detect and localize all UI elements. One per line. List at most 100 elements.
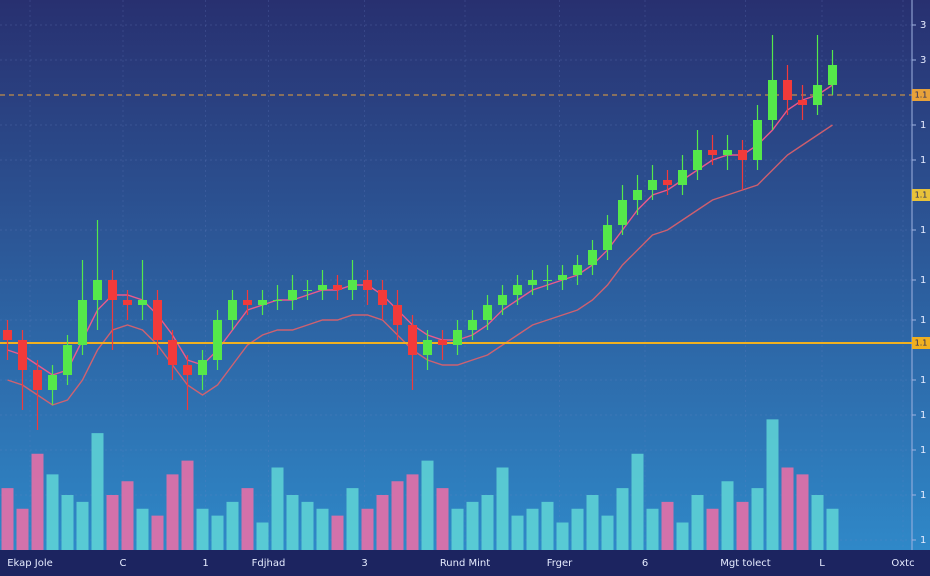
volume-bar [631, 453, 644, 550]
volume-bar [271, 467, 284, 550]
y-tick-label: 1 [920, 225, 926, 236]
volume-bar [91, 433, 104, 550]
candle-body [543, 280, 552, 281]
volume-bar [481, 495, 494, 550]
candle-body [243, 300, 252, 305]
y-tick-label: 1 [920, 315, 926, 326]
candle-body [828, 65, 837, 85]
reference-badge [912, 89, 930, 101]
candle-body [63, 345, 72, 375]
candle-body [108, 280, 117, 300]
candle-body [288, 290, 297, 300]
candle-body [183, 365, 192, 375]
x-tick-label: 1 [202, 558, 208, 569]
candle-body [138, 300, 147, 305]
x-axis-strip [0, 550, 930, 576]
candle-body [528, 280, 537, 285]
x-tick-label: Rund Mint [440, 558, 490, 569]
volume-bar [16, 508, 29, 550]
volume-bar [211, 515, 224, 550]
candle-body [153, 300, 162, 340]
volume-bar [376, 495, 389, 550]
volume-bar [346, 488, 359, 550]
volume-bar [31, 453, 44, 550]
candle-body [813, 85, 822, 105]
candle-body [3, 330, 12, 340]
volume-bar [796, 474, 809, 550]
y-tick-label: 1 [920, 375, 926, 386]
volume-bar [76, 501, 89, 550]
candle-body [408, 325, 417, 355]
candle-body [498, 295, 507, 305]
x-tick-label: Mgt tolect [720, 558, 771, 569]
x-tick-label: 6 [642, 558, 648, 569]
y-tick-label: 1 [920, 490, 926, 501]
candle-body [438, 340, 447, 345]
candle-body [798, 100, 807, 105]
overlay-line [7, 124, 833, 406]
volume-bar [121, 481, 134, 550]
y-tick-label: 1 [920, 445, 926, 456]
volume-bar [571, 508, 584, 550]
candle-body [453, 330, 462, 345]
candle-body [348, 280, 357, 290]
volume-bar [811, 495, 824, 550]
volume-bar [241, 488, 254, 550]
volume-bar [706, 508, 719, 550]
candle-body [123, 300, 132, 305]
volume-bar [46, 474, 59, 550]
x-tick-label: Oxtc [891, 558, 914, 569]
reference-badge [912, 337, 930, 349]
x-tick-label: L [819, 558, 825, 569]
volume-bar [466, 501, 479, 550]
label-layer: 3 3 1 1 1 1 1 1 1 1 1 1 Ekap Jole C 1 Fdjhad 3 Rund Mint F… [7, 20, 926, 569]
volume-bar [436, 488, 449, 550]
x-tick-label: Fdjhad [252, 558, 286, 569]
volume-bar [286, 495, 299, 550]
candle-body [333, 285, 342, 290]
volume-bar [511, 515, 524, 550]
y-tick-label: 1 [920, 155, 926, 166]
candle-body [423, 340, 432, 355]
volume-bar [661, 501, 674, 550]
candle-body [648, 180, 657, 190]
volume-bar [301, 501, 314, 550]
y-tick-label: 3 [920, 20, 926, 31]
reference-label: 1.1 [915, 339, 928, 348]
volume-layer [1, 419, 839, 550]
candle-body [48, 375, 57, 390]
candle-body [588, 250, 597, 265]
volume-bar [106, 495, 119, 550]
volume-bar [676, 522, 689, 550]
x-tick-label: Ekap Jole [7, 558, 53, 569]
volume-bar [256, 522, 269, 550]
volume-bar [331, 515, 344, 550]
volume-bar [496, 467, 509, 550]
candle-body [783, 80, 792, 100]
volume-bar [601, 515, 614, 550]
candle-body [303, 290, 312, 291]
volume-bar [421, 460, 434, 550]
x-tick-label: 3 [361, 558, 367, 569]
candle-body [678, 170, 687, 185]
candle-body [198, 360, 207, 375]
volume-bar [151, 515, 164, 550]
candle-body [378, 290, 387, 305]
volume-bar [316, 508, 329, 550]
candle-body [273, 300, 282, 301]
grid [0, 0, 912, 550]
candle-body [558, 275, 567, 280]
candle-body [708, 150, 717, 155]
volume-bar [406, 474, 419, 550]
candle-body [768, 80, 777, 120]
volume-bar [721, 481, 734, 550]
candle-body [663, 180, 672, 185]
candle-body [618, 200, 627, 225]
candle-body [213, 320, 222, 360]
volume-bar [1, 488, 14, 550]
volume-bar [826, 508, 839, 550]
volume-bar [691, 495, 704, 550]
volume-bar [136, 508, 149, 550]
